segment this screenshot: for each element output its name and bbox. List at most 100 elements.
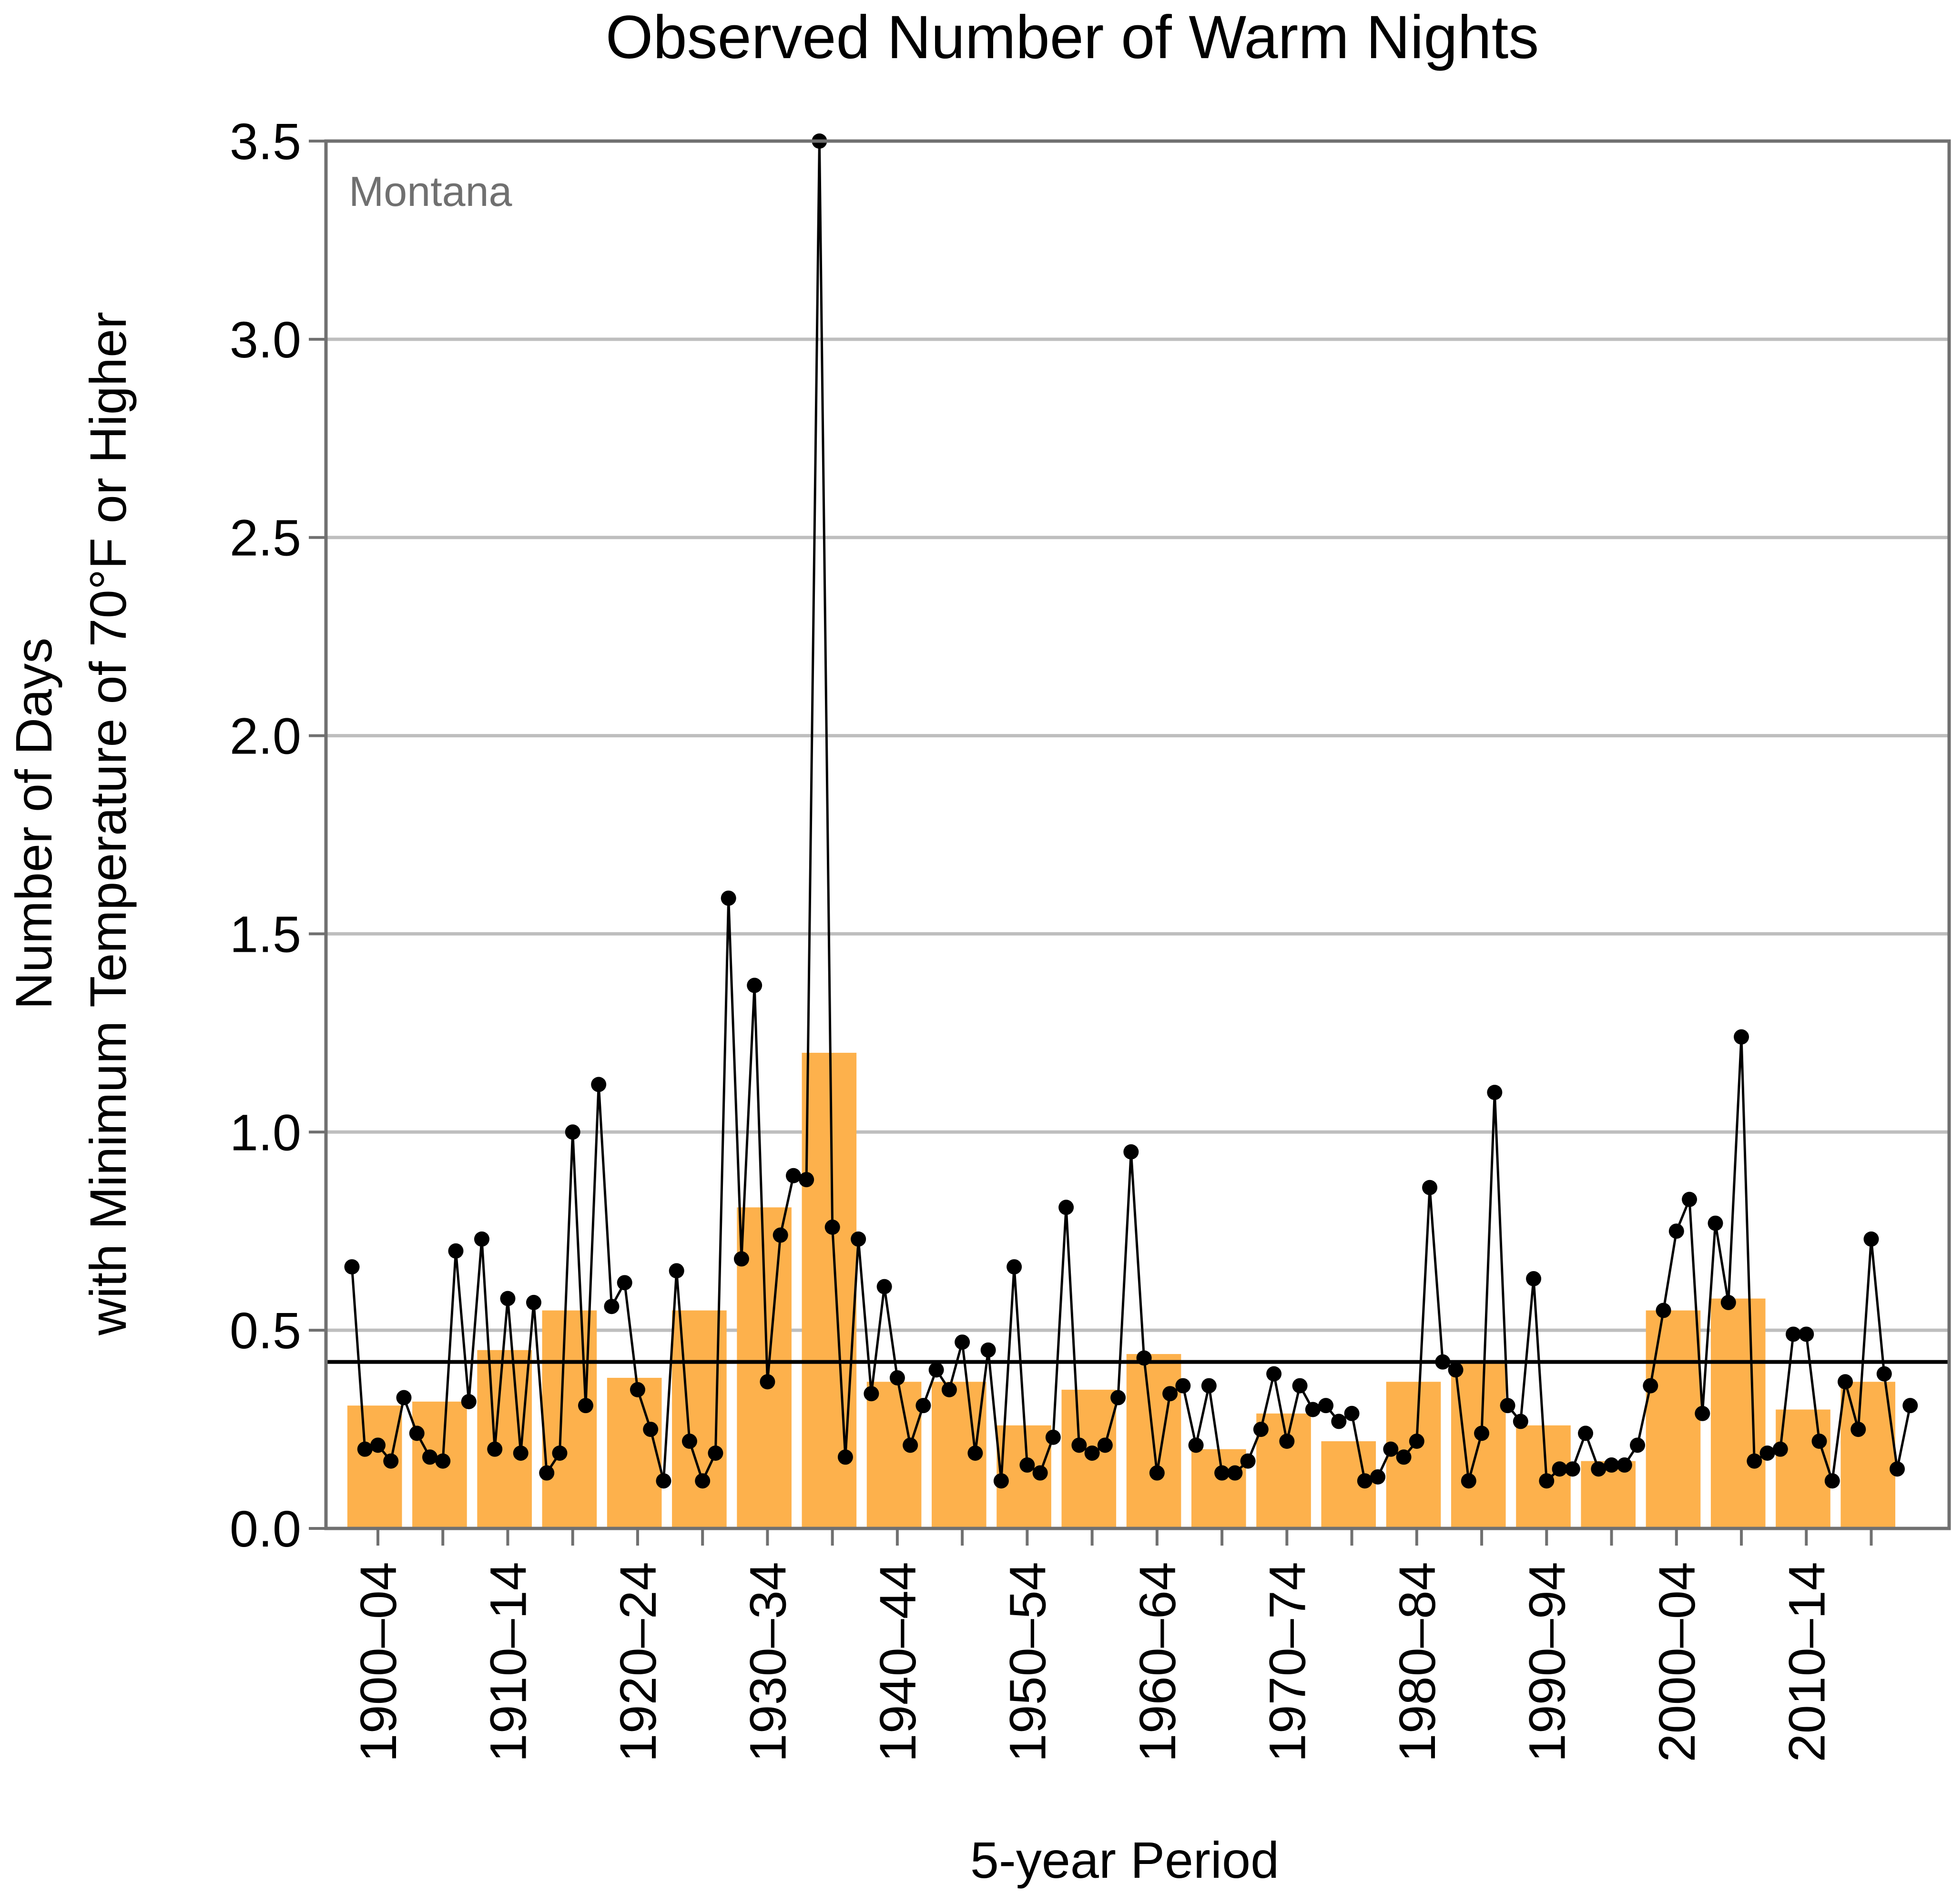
data-point: [1500, 1398, 1515, 1414]
data-point: [1136, 1350, 1152, 1366]
x-tick-label: 1900–04: [349, 1562, 407, 1762]
data-point: [928, 1362, 944, 1378]
data-point: [448, 1243, 464, 1259]
data-point: [1734, 1029, 1749, 1045]
period-bars: [347, 1052, 1896, 1528]
data-point: [435, 1453, 451, 1469]
data-point: [1850, 1422, 1866, 1437]
data-point: [1305, 1402, 1321, 1417]
data-point: [1487, 1085, 1503, 1100]
data-point: [1708, 1215, 1723, 1231]
y-tick-label: 3.0: [230, 311, 301, 368]
data-point: [513, 1445, 529, 1461]
x-tick-label: 2010–14: [1778, 1562, 1835, 1762]
data-point: [357, 1441, 373, 1457]
data-point: [1448, 1362, 1464, 1378]
x-tick-label: 1940–44: [869, 1562, 926, 1762]
data-point: [708, 1445, 723, 1461]
data-point: [617, 1275, 632, 1291]
data-point: [1006, 1259, 1022, 1275]
data-point: [552, 1445, 568, 1461]
data-point: [500, 1291, 516, 1306]
data-point: [1357, 1473, 1372, 1489]
x-axis-ticks: 1900–04 1910–14 1920–24 1930–34 1940–44 1950–…: [349, 1528, 1873, 1762]
plot-frame: [324, 139, 1951, 1530]
data-point: [370, 1437, 386, 1453]
data-point: [1435, 1354, 1451, 1370]
data-point: [1565, 1461, 1580, 1477]
x-tick-label: 1930–34: [739, 1562, 796, 1762]
data-point: [1902, 1398, 1918, 1414]
data-point: [409, 1425, 425, 1441]
data-point: [1668, 1223, 1684, 1239]
x-tick-label: 1910–14: [479, 1562, 537, 1762]
data-point: [1656, 1303, 1671, 1318]
data-point: [1890, 1461, 1905, 1477]
data-point: [903, 1437, 918, 1453]
data-point: [1071, 1437, 1087, 1453]
period-bar: [607, 1377, 662, 1528]
y-axis-label-line1: Number of Days: [5, 638, 62, 1009]
data-point: [1383, 1441, 1399, 1457]
data-point: [1045, 1429, 1061, 1445]
x-tick-label: 1920–24: [609, 1562, 667, 1762]
data-point: [889, 1370, 905, 1385]
period-bar: [477, 1350, 532, 1528]
data-point: [1876, 1366, 1892, 1382]
data-point: [876, 1279, 892, 1294]
data-point: [1214, 1465, 1230, 1481]
annual-series: [344, 133, 1918, 1489]
data-point: [1188, 1437, 1204, 1453]
data-point: [1162, 1386, 1178, 1402]
data-point: [1032, 1465, 1048, 1481]
data-point: [1227, 1465, 1243, 1481]
data-point: [1279, 1434, 1295, 1449]
data-point: [1084, 1445, 1100, 1461]
period-bar: [866, 1382, 922, 1528]
data-point: [695, 1473, 711, 1489]
y-tick-label: 2.0: [230, 707, 301, 765]
data-point: [1019, 1457, 1035, 1473]
data-point: [1409, 1434, 1424, 1449]
data-point: [565, 1124, 580, 1140]
data-point: [1344, 1405, 1360, 1421]
data-point: [1292, 1378, 1308, 1394]
data-point: [1799, 1326, 1814, 1342]
data-point: [1643, 1378, 1658, 1394]
data-point: [1461, 1473, 1476, 1489]
data-point: [1604, 1457, 1619, 1473]
data-point: [1097, 1437, 1113, 1453]
x-tick-label: 1990–94: [1518, 1562, 1576, 1762]
data-point: [733, 1251, 749, 1267]
data-point: [422, 1449, 437, 1465]
data-point: [656, 1473, 671, 1489]
data-point: [1695, 1405, 1710, 1421]
data-point: [1253, 1422, 1269, 1437]
data-point: [851, 1231, 866, 1247]
data-point: [980, 1342, 996, 1358]
period-bar: [802, 1052, 857, 1528]
data-point: [1824, 1473, 1840, 1489]
data-point: [578, 1398, 593, 1414]
data-point: [799, 1172, 814, 1188]
data-point: [344, 1259, 360, 1275]
period-bar: [1646, 1310, 1701, 1528]
data-point: [785, 1168, 801, 1183]
data-point: [526, 1294, 541, 1310]
data-point: [773, 1227, 788, 1243]
data-point: [1863, 1231, 1879, 1247]
data-point: [669, 1263, 684, 1279]
data-point: [1474, 1425, 1490, 1441]
data-point: [1201, 1378, 1217, 1394]
data-point: [1811, 1434, 1827, 1449]
period-bar: [1840, 1382, 1896, 1528]
x-tick-label: 2000–04: [1648, 1562, 1706, 1762]
data-point: [396, 1390, 412, 1405]
y-tick-label: 2.5: [230, 509, 301, 567]
period-bar: [1191, 1449, 1246, 1528]
x-axis-label: 5-year Period: [970, 1831, 1279, 1889]
data-point: [1578, 1425, 1594, 1441]
x-tick-label: 1970–74: [1258, 1562, 1316, 1762]
x-tick-label: 1980–84: [1388, 1562, 1446, 1762]
